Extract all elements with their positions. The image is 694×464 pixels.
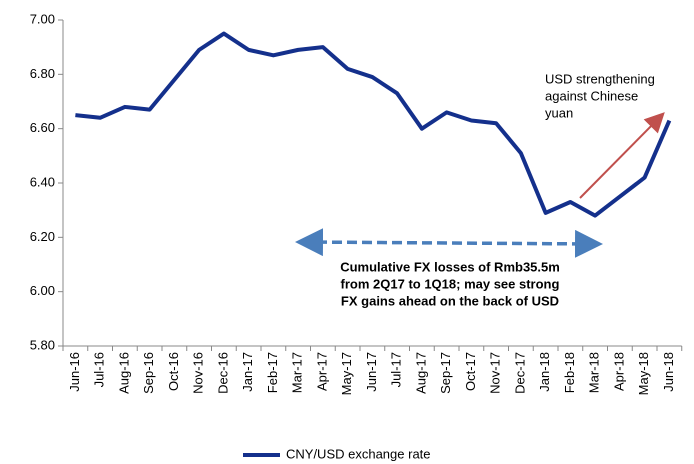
x-tick-label: Sep-17 <box>438 352 453 394</box>
y-tick-label: 6.20 <box>30 229 55 244</box>
annotation: against Chinese <box>545 88 638 103</box>
x-tick-label: Apr-17 <box>314 352 329 391</box>
annotation: USD strengthening <box>545 71 655 86</box>
x-tick-label: Jan-17 <box>240 352 255 392</box>
y-tick-label: 6.80 <box>30 66 55 81</box>
y-tick-label: 6.00 <box>30 283 55 298</box>
annotation: from 2Q17 to 1Q18; may see strong <box>341 276 560 291</box>
x-tick-label: Aug-16 <box>116 352 131 394</box>
x-tick-label: Jun-17 <box>364 352 379 392</box>
x-tick-label: Oct-17 <box>463 352 478 391</box>
y-tick-label: 6.60 <box>30 120 55 135</box>
x-tick-label: Mar-17 <box>290 352 305 393</box>
x-tick-label: Dec-16 <box>215 352 230 394</box>
legend-label: CNY/USD exchange rate <box>286 446 431 461</box>
x-tick-label: Jun-16 <box>67 352 82 392</box>
x-tick-label: Dec-17 <box>512 352 527 394</box>
x-tick-label: Apr-18 <box>611 352 626 391</box>
annotation: yuan <box>545 105 573 120</box>
x-tick-label: Jun-18 <box>661 352 676 392</box>
x-tick-label: Jul-17 <box>389 352 404 387</box>
dashed-arrow <box>295 228 603 258</box>
x-tick-label: May-18 <box>636 352 651 395</box>
x-tick-label: Feb-18 <box>562 352 577 393</box>
x-tick-label: Aug-17 <box>413 352 428 394</box>
y-tick-label: 7.00 <box>30 11 55 26</box>
x-tick-label: Jan-18 <box>537 352 552 392</box>
data-line <box>75 31 672 218</box>
x-tick-label: Nov-16 <box>191 352 206 394</box>
y-tick-label: 6.40 <box>30 174 55 189</box>
red-arrow <box>579 112 665 199</box>
x-tick-label: Oct-16 <box>166 352 181 391</box>
x-tick-label: Nov-17 <box>488 352 503 394</box>
x-tick-label: Sep-16 <box>141 352 156 394</box>
x-tick-label: Mar-18 <box>587 352 602 393</box>
x-tick-label: May-17 <box>339 352 354 395</box>
y-tick-label: 5.80 <box>30 337 55 352</box>
x-tick-label: Jul-16 <box>92 352 107 387</box>
x-tick-label: Feb-17 <box>265 352 280 393</box>
annotation: Cumulative FX losses of Rmb35.5m <box>340 259 560 274</box>
annotation: FX gains ahead on the back of USD <box>341 293 559 308</box>
